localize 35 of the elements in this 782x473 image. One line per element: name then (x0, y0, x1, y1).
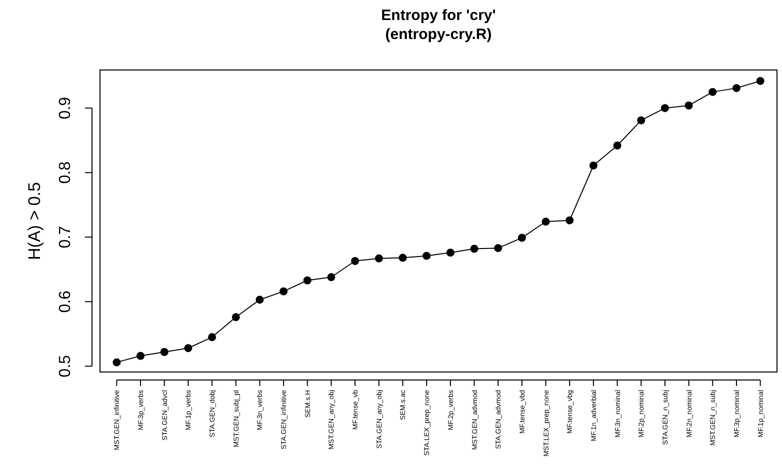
point (374, 254, 383, 262)
point (327, 273, 336, 282)
point (184, 344, 192, 352)
point (470, 244, 478, 253)
point (280, 287, 288, 296)
point (660, 104, 669, 112)
point (566, 216, 574, 224)
point (398, 254, 407, 262)
y-tick-label: 0.9 (57, 96, 74, 120)
point (708, 88, 717, 96)
y-tick-label: 0.5 (57, 354, 74, 378)
point (446, 248, 454, 257)
point (422, 252, 431, 260)
point (160, 348, 168, 356)
y-tick-label: 0.7 (57, 226, 74, 248)
point (542, 218, 550, 226)
point (613, 142, 622, 150)
point (732, 84, 740, 92)
point (208, 333, 216, 342)
point (494, 244, 502, 252)
point (756, 76, 764, 85)
point (112, 358, 121, 366)
point (303, 276, 312, 284)
point (637, 116, 646, 124)
y-tick-label: 0.8 (57, 161, 74, 184)
point (589, 162, 598, 170)
chart-title: Entropy for 'cry' (entropy-cry.R) (381, 7, 496, 43)
point (351, 257, 360, 266)
y-axis-title: H(A) > 0.5 (25, 182, 44, 260)
y-tick-label: 0.6 (57, 290, 74, 313)
point (684, 101, 693, 110)
point (136, 352, 145, 360)
point (256, 296, 264, 304)
point (518, 234, 526, 242)
point (232, 313, 240, 322)
